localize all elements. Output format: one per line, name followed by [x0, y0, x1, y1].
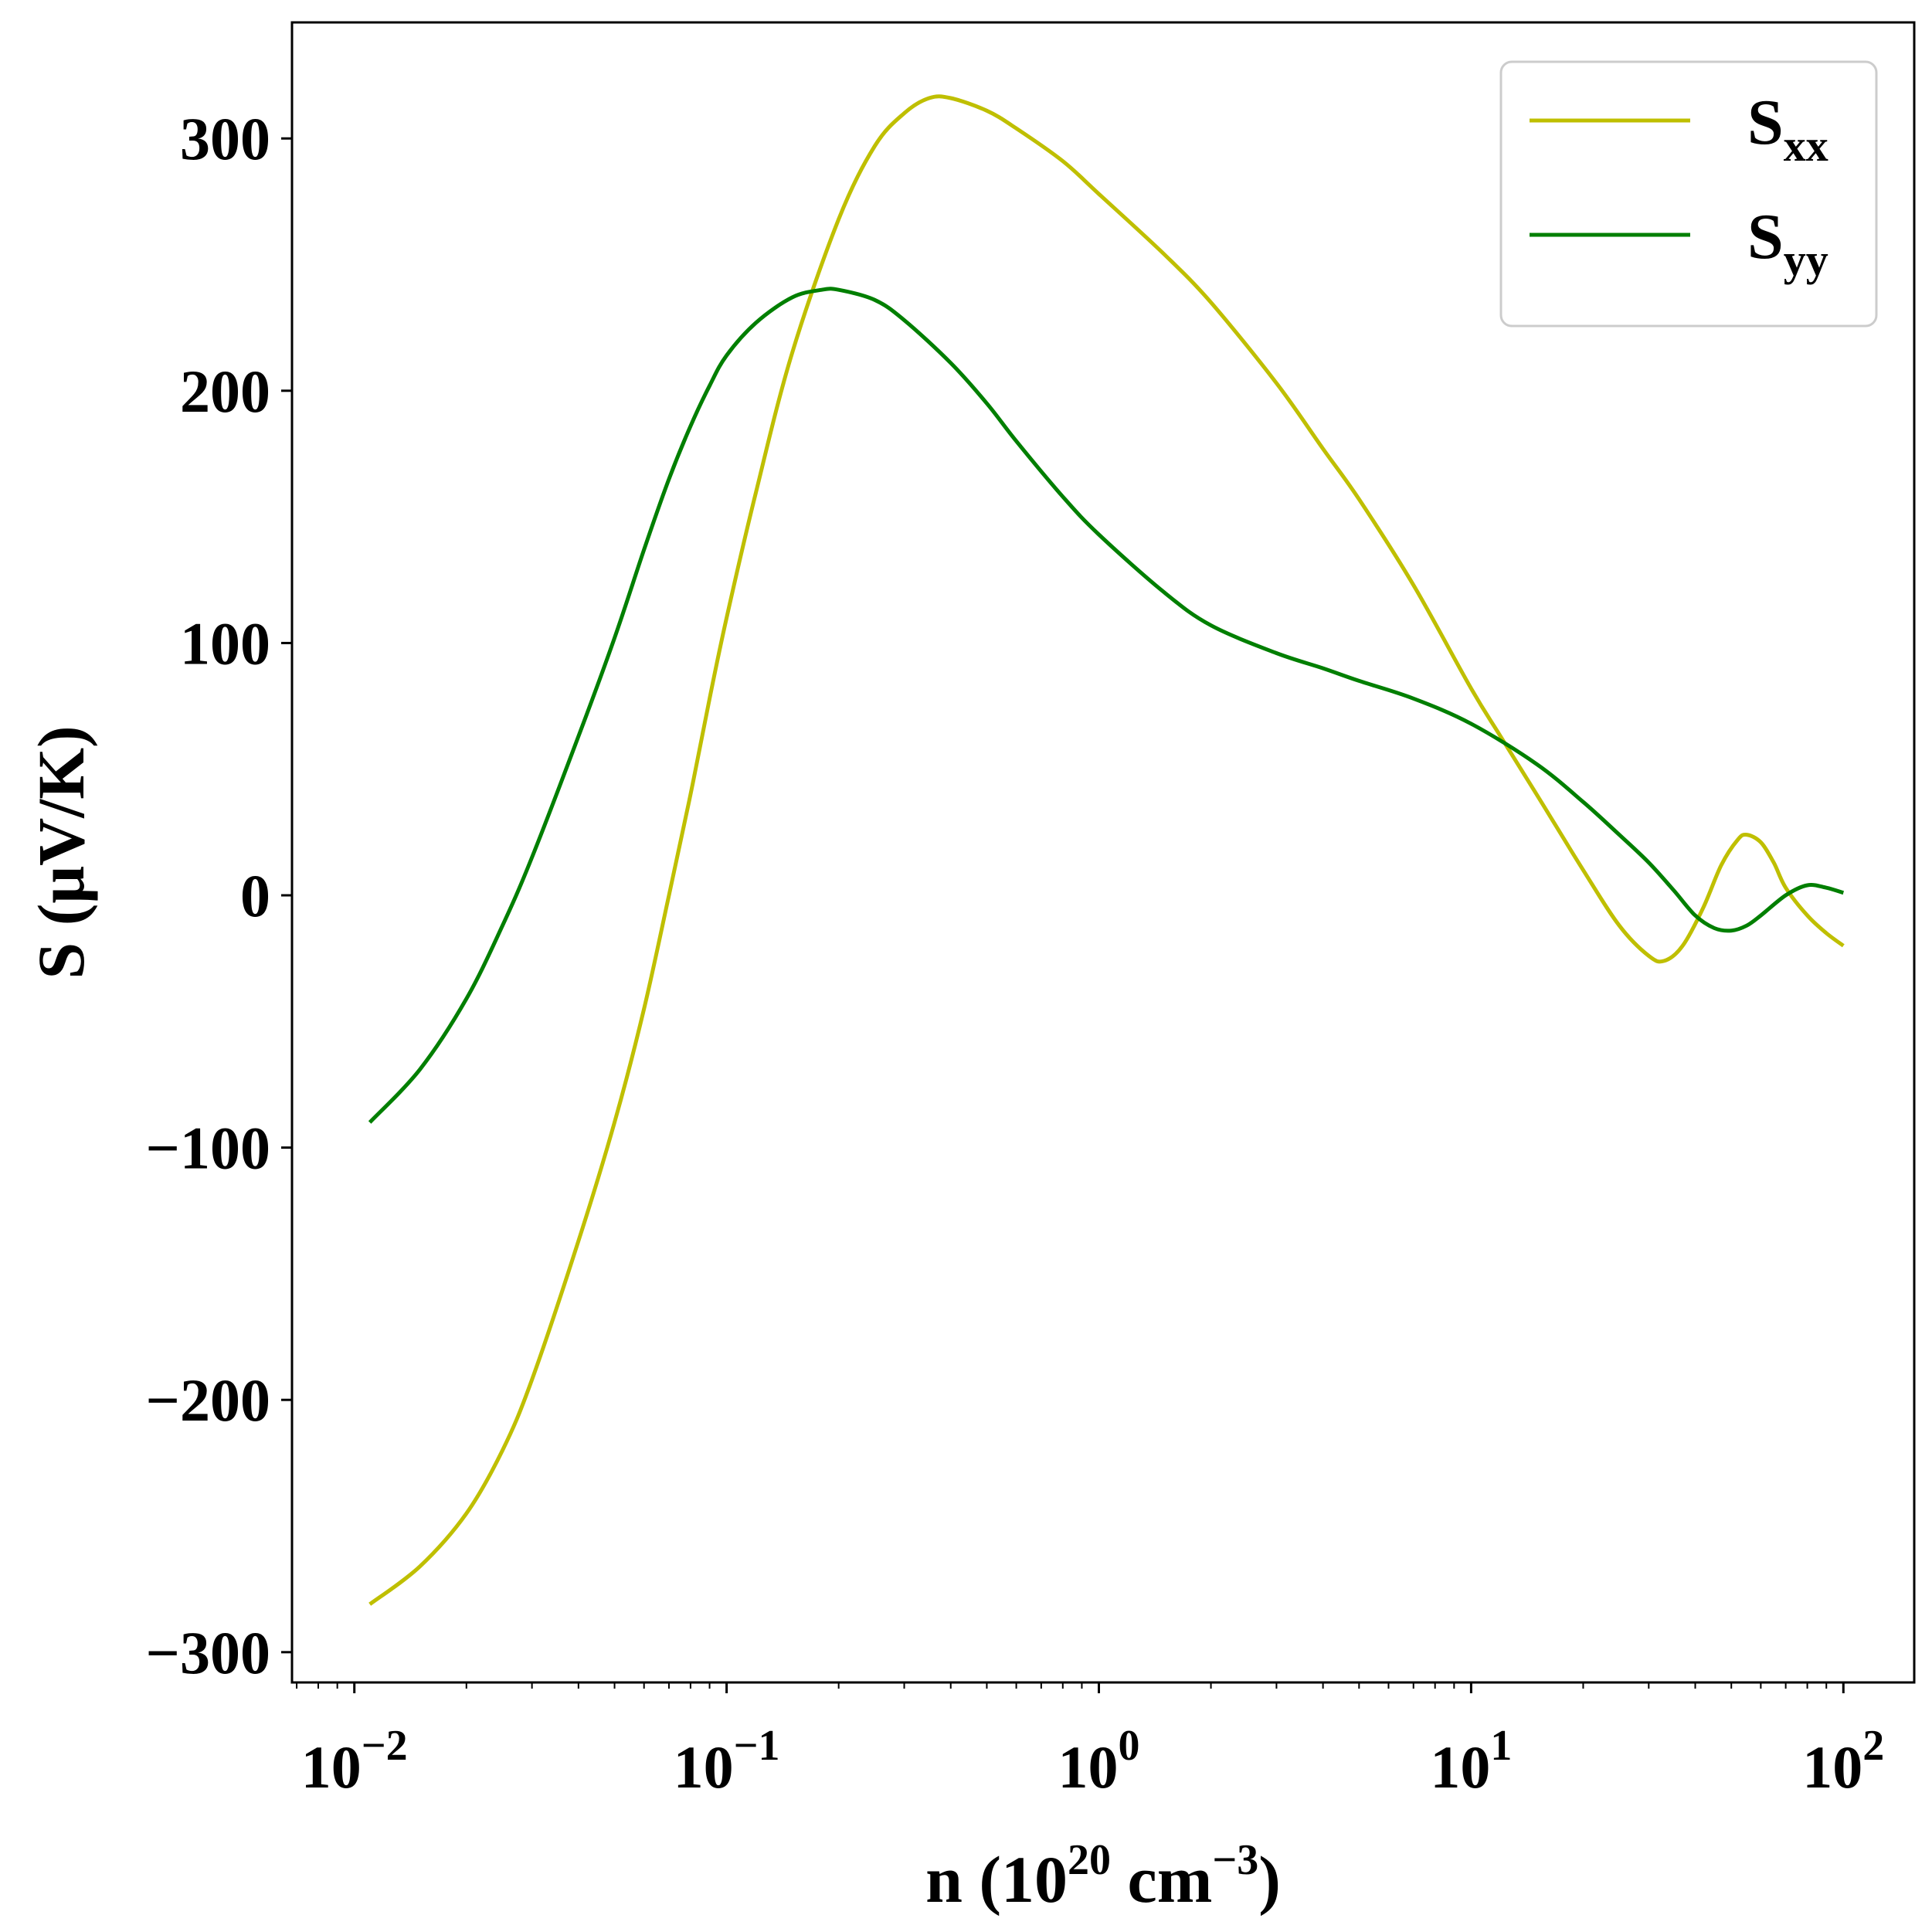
- x-axis-label-end: ): [1258, 1842, 1281, 1917]
- series-line-syy: [368, 287, 1845, 1124]
- legend-box: [1499, 60, 1878, 328]
- y-tick-label: −300: [146, 1619, 270, 1686]
- legend-label-syy-sub: yy: [1784, 235, 1828, 285]
- series-line-sxx: [368, 94, 1845, 1606]
- y-tick-label: 0: [240, 862, 270, 929]
- x-tick-label: 10−1: [674, 1722, 780, 1801]
- x-tick-label: 102: [1802, 1722, 1884, 1801]
- y-tick-label: −200: [146, 1367, 270, 1434]
- plot-frame: [290, 21, 1916, 1684]
- x-tick-label: 100: [1058, 1722, 1139, 1801]
- legend-label-sxx-sub: xx: [1784, 121, 1828, 171]
- legend-label-syy: Syy: [1747, 201, 1828, 285]
- y-tick-label: 300: [180, 105, 270, 172]
- x-axis-label-main: n (10: [925, 1842, 1068, 1917]
- ticks-layer: −300 −200 −100 0 100 200 300 10−2 10−1 100 101 102: [146, 105, 1885, 1801]
- x-axis-label: n (1020 cm−3): [925, 1836, 1281, 1917]
- x-axis-label-sup1: 20: [1068, 1836, 1111, 1884]
- x-tick-label: 101: [1430, 1722, 1512, 1801]
- y-tick-label: 100: [180, 609, 270, 677]
- x-axis-label-sup2: −3: [1212, 1836, 1258, 1884]
- y-tick-label: 200: [180, 358, 270, 425]
- legend: Sxx Syy: [1499, 60, 1878, 328]
- series-layer: [368, 94, 1845, 1606]
- x-axis-label-mid: cm: [1111, 1842, 1212, 1917]
- legend-label-sxx: Sxx: [1747, 87, 1828, 171]
- legend-label-syy-main: S: [1747, 201, 1784, 273]
- legend-label-sxx-main: S: [1747, 87, 1784, 158]
- x-tick-label: 10−2: [301, 1722, 408, 1801]
- y-tick-label: −100: [146, 1115, 270, 1182]
- y-axis-label: S (μV/K): [24, 725, 98, 979]
